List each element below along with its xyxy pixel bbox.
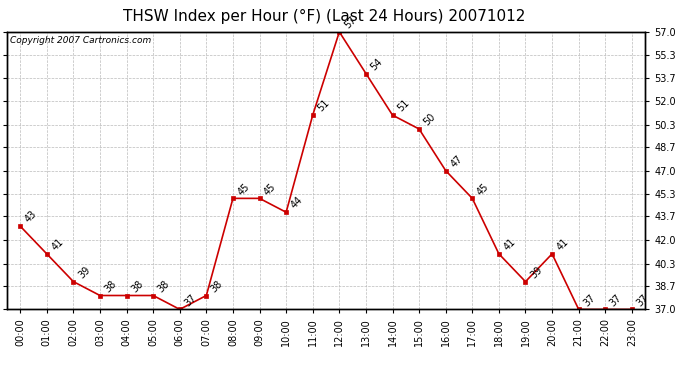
Text: 51: 51 [315, 98, 331, 114]
Text: 57: 57 [342, 15, 358, 30]
Text: 44: 44 [289, 195, 305, 211]
Text: 38: 38 [129, 278, 145, 294]
Text: 37: 37 [183, 292, 198, 308]
Text: 41: 41 [50, 237, 66, 252]
Text: 43: 43 [23, 209, 39, 225]
Text: 45: 45 [236, 181, 252, 197]
Text: 39: 39 [76, 264, 92, 280]
Text: 51: 51 [395, 98, 411, 114]
Text: 50: 50 [422, 112, 437, 128]
Text: 45: 45 [475, 181, 491, 197]
Text: 38: 38 [209, 278, 225, 294]
Text: 45: 45 [262, 181, 278, 197]
Text: 39: 39 [529, 264, 544, 280]
Text: 41: 41 [555, 237, 571, 252]
Text: 38: 38 [156, 278, 172, 294]
Text: 37: 37 [582, 292, 598, 308]
Text: 37: 37 [635, 292, 651, 308]
Text: 37: 37 [608, 292, 624, 308]
Text: 54: 54 [368, 56, 384, 72]
Text: 38: 38 [103, 278, 119, 294]
Text: 41: 41 [502, 237, 518, 252]
Text: THSW Index per Hour (°F) (Last 24 Hours) 20071012: THSW Index per Hour (°F) (Last 24 Hours)… [123, 9, 526, 24]
Text: 47: 47 [448, 153, 464, 169]
Text: Copyright 2007 Cartronics.com: Copyright 2007 Cartronics.com [10, 36, 151, 45]
